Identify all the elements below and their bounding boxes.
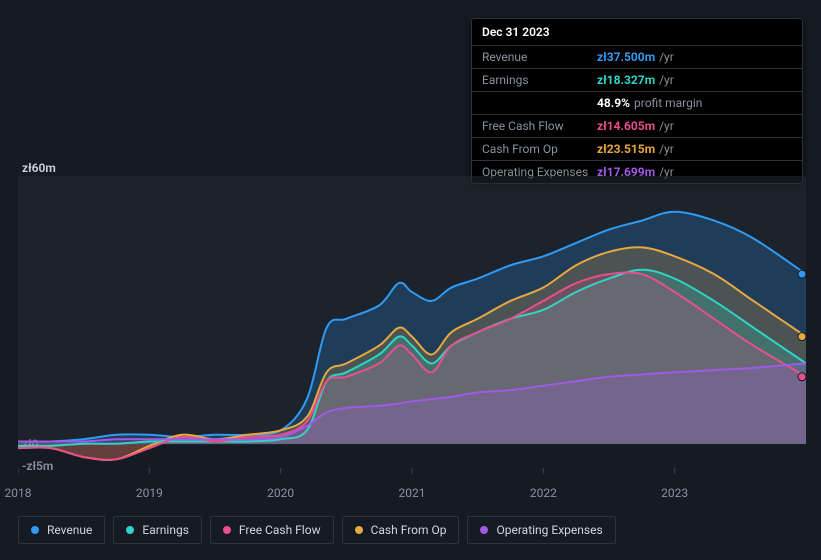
legend-item-label: Cash From Op [371, 523, 447, 537]
xaxis-tick-label: 2018 [5, 486, 32, 500]
legend-dot-icon [480, 526, 488, 534]
tooltip-row-label: Free Cash Flow [482, 119, 597, 133]
legend-item-cash-from-op[interactable]: Cash From Op [342, 516, 460, 544]
legend-dot-icon [31, 526, 39, 534]
tooltip-row-value: 48.9%profit margin [597, 96, 702, 110]
tooltip-row-label: Earnings [482, 73, 597, 87]
legend-item-label: Operating Expenses [496, 523, 602, 537]
tooltip-row: Free Cash Flowzł14.605m/yr [472, 115, 802, 138]
chart-area [18, 156, 806, 480]
tooltip-row-value: zł18.327m/yr [597, 73, 674, 87]
legend-item-free-cash-flow[interactable]: Free Cash Flow [210, 516, 334, 544]
tooltip-date: Dec 31 2023 [472, 19, 802, 46]
legend-dot-icon [126, 526, 134, 534]
legend-item-earnings[interactable]: Earnings [113, 516, 202, 544]
tooltip-row-label: Revenue [482, 50, 597, 64]
tooltip-row-value: zł37.500m/yr [597, 50, 674, 64]
legend-item-label: Earnings [142, 523, 189, 537]
tooltip-row-value: zł14.605m/yr [597, 119, 674, 133]
tooltip-row-label [482, 96, 597, 110]
tooltip-row: Earningszł18.327m/yr [472, 69, 802, 92]
xaxis-tick-label: 2022 [530, 486, 557, 500]
legend-dot-icon [355, 526, 363, 534]
tooltip-row-label: Cash From Op [482, 142, 597, 156]
xaxis-tick-label: 2021 [399, 486, 426, 500]
tooltip-row: 48.9%profit margin [472, 92, 802, 115]
tooltip-row: Revenuezł37.500m/yr [472, 46, 802, 69]
tooltip-row-value: zł23.515m/yr [597, 142, 674, 156]
financial-line-chart [18, 156, 806, 480]
legend-item-label: Revenue [47, 523, 92, 537]
legend-item-operating-expenses[interactable]: Operating Expenses [467, 516, 615, 544]
xaxis-tick-label: 2019 [136, 486, 163, 500]
xaxis-tick-label: 2023 [661, 486, 688, 500]
legend: Revenue Earnings Free Cash Flow Cash From O… [18, 516, 616, 544]
legend-dot-icon [223, 526, 231, 534]
legend-item-revenue[interactable]: Revenue [18, 516, 105, 544]
legend-item-label: Free Cash Flow [239, 523, 321, 537]
xaxis-tick-label: 2020 [267, 486, 294, 500]
